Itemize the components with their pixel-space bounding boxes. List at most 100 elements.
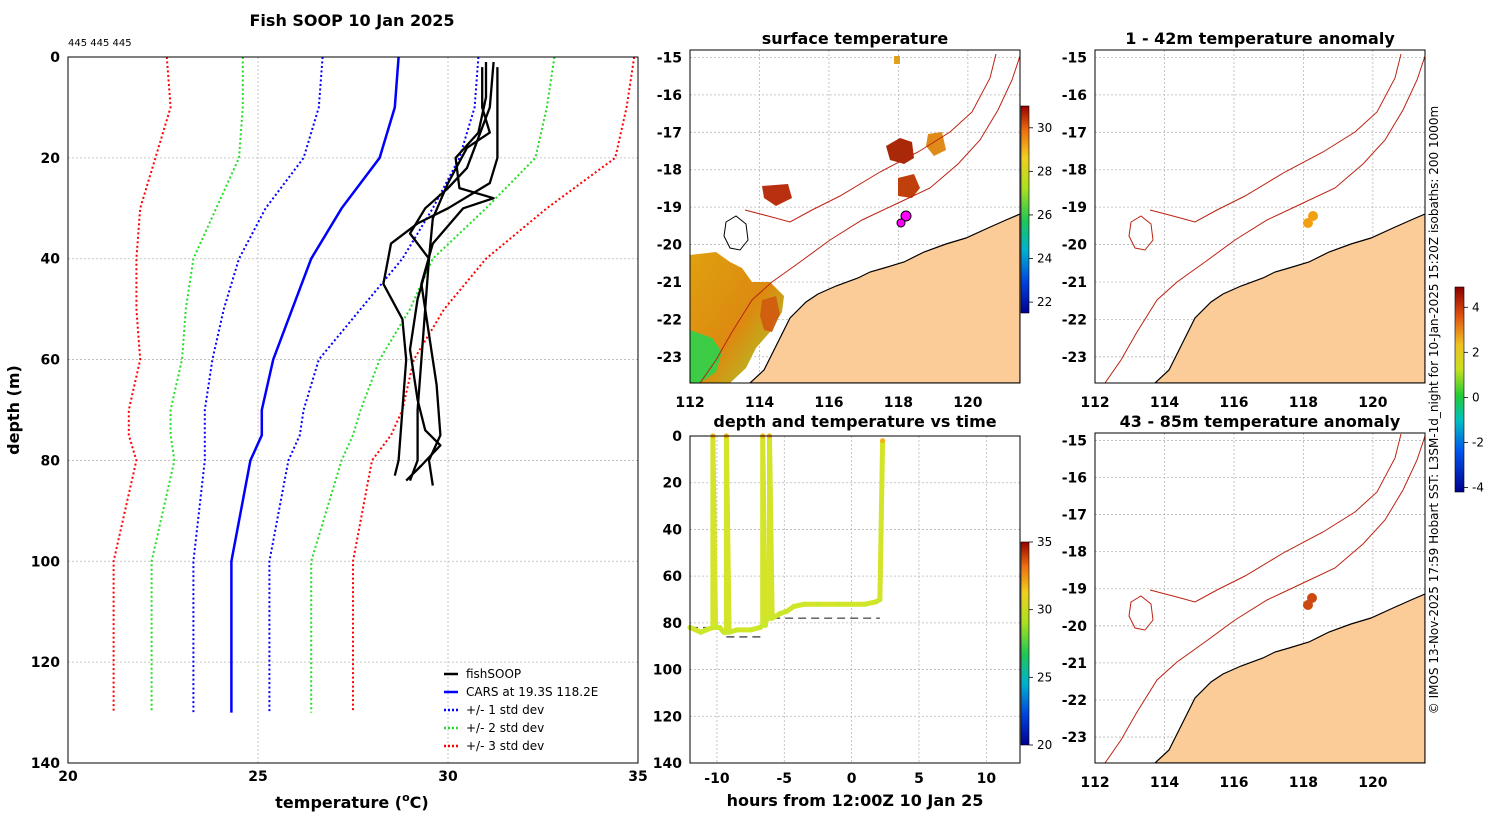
- x-tick-label: 112: [1080, 775, 1109, 791]
- y-tick-label: 0: [672, 429, 682, 445]
- y-tick-label: -16: [1062, 88, 1087, 104]
- sst-warm-cluster-2: [898, 174, 920, 198]
- x-tick-label: 5: [914, 771, 924, 787]
- y-tick-label: -19: [1062, 582, 1087, 598]
- colorbar-tick-label: 0: [1472, 390, 1480, 404]
- dive-point: [862, 601, 868, 607]
- series-line-6: [112, 56, 172, 713]
- y-tick-label: -17: [1062, 125, 1087, 141]
- fishsoop-cast-0: [408, 67, 491, 482]
- y-tick-label: -15: [657, 50, 682, 66]
- x-tick-label: 116: [814, 395, 843, 411]
- x-tick-label: 116: [1219, 775, 1248, 791]
- series-line-5: [352, 56, 636, 713]
- x-tick-label: 120: [953, 395, 982, 411]
- x-tick-label: 114: [745, 395, 774, 411]
- anom2-x-ticks: 112 114 116 118 120: [1080, 775, 1387, 791]
- colorbar-tick-label: 30: [1037, 603, 1052, 617]
- x-tick-label: 118: [1289, 395, 1318, 411]
- surface-temperature-map: surface temperature 112 114 116 118 120: [657, 29, 1053, 411]
- profile-subtitle: 445 445 445: [68, 38, 132, 49]
- isobath-200m: [1104, 435, 1425, 763]
- y-tick-label: -21: [1062, 656, 1087, 672]
- surface-axes-box: [689, 49, 1021, 384]
- x-tick-label: 112: [1080, 395, 1109, 411]
- timeseries-axes-box: [689, 435, 1021, 764]
- profile-y-label: depth (m): [4, 365, 23, 455]
- anom2-map-body: [1104, 433, 1425, 763]
- dive-point: [726, 629, 732, 635]
- dive-point: [791, 603, 797, 610]
- anom2-axes-box: [1094, 432, 1426, 764]
- x-tick-label: 20: [58, 769, 78, 785]
- y-tick-label: 80: [663, 616, 683, 632]
- y-tick-label: -20: [1062, 619, 1088, 635]
- anom2-y-ticks: -15 -16 -17 -18 -19 -20 -21 -22 -23: [1062, 433, 1088, 746]
- anom1-x-ticks: 112 114 116 118 120: [1080, 395, 1387, 411]
- x-tick-label: 0: [847, 771, 857, 787]
- colorbar-tick-label: 20: [1037, 738, 1052, 752]
- dive-point: [748, 627, 754, 633]
- anomaly-map-shallow: 1 - 42m temperature anomaly 112 114 116 118…: [1062, 29, 1426, 411]
- land-mass: [749, 213, 1020, 383]
- y-tick-label: 0: [50, 50, 60, 66]
- y-tick-label: -20: [657, 238, 683, 254]
- island: [1128, 595, 1154, 631]
- colorbar-tick-label: 30: [1037, 121, 1052, 135]
- y-tick-label: 20: [663, 476, 683, 492]
- legend-label-std2: +/- 2 std dev: [466, 721, 544, 735]
- surface-colorbar: [1020, 105, 1030, 314]
- colorbar-tick-label: 2: [1472, 345, 1480, 359]
- x-tick-label: 120: [1358, 395, 1387, 411]
- legend-label-std3: +/- 3 std dev: [466, 739, 544, 753]
- anomaly-colorbar: [1454, 286, 1465, 493]
- x-tick-label: 35: [628, 769, 647, 785]
- fishsoop-cast-1: [382, 67, 499, 476]
- isobath-200m: [1104, 55, 1425, 383]
- y-tick-label: -19: [657, 200, 682, 216]
- dive-point: [734, 627, 740, 633]
- timeseries-title: depth and temperature vs time: [713, 412, 996, 431]
- y-tick-label: -23: [657, 350, 682, 366]
- y-tick-label: -16: [1062, 470, 1087, 486]
- legend-label-fishsoop: fishSOOP: [466, 667, 521, 681]
- dive-point: [784, 608, 790, 614]
- anom2-title: 43 - 85m temperature anomaly: [1120, 412, 1401, 431]
- timeseries-x-label: hours from 12:00Z 10 Jan 25: [727, 791, 984, 810]
- dive-point: [849, 601, 855, 607]
- x-tick-label: 114: [1150, 775, 1179, 791]
- profile-x-ticks: 20 25 30 35: [58, 769, 647, 785]
- profile-title: Fish SOOP 10 Jan 2025: [250, 11, 455, 30]
- y-tick-label: 40: [663, 522, 683, 538]
- station-marker: [896, 218, 906, 228]
- depth-time-chart: depth and temperature vs time -10 -5 0 5 10 …: [653, 412, 1053, 810]
- dive-point: [877, 596, 883, 603]
- y-tick-label: -17: [1062, 508, 1087, 524]
- island: [723, 215, 749, 251]
- profile-legend: fishSOOP CARS at 19.3S 118.2E +/- 1 std …: [444, 667, 598, 753]
- colorbar-tick-label: 35: [1037, 535, 1052, 549]
- land-mass: [1154, 593, 1425, 763]
- sst-warm-cluster-1: [886, 138, 914, 164]
- y-tick-label: 80: [41, 453, 61, 469]
- dive-point: [703, 627, 709, 633]
- timeseries-grid: [690, 436, 1020, 763]
- anomaly-marker: [1308, 211, 1318, 221]
- anomaly-marker: [1303, 218, 1313, 228]
- y-tick-label: 100: [31, 554, 60, 570]
- footer-caption: © IMOS 13-Nov-2025 17:59 Hobart SST: L3S…: [1427, 106, 1441, 714]
- station-marker: [900, 210, 912, 222]
- timeseries-data: [687, 433, 886, 635]
- fishsoop-cast-2: [420, 62, 495, 486]
- y-tick-label: 140: [653, 756, 682, 772]
- x-tick-label: 116: [1219, 395, 1248, 411]
- y-tick-label: -22: [657, 312, 682, 328]
- dive-point: [769, 615, 775, 621]
- legend-label-cars: CARS at 19.3S 118.2E: [466, 685, 598, 699]
- dive-point: [717, 624, 723, 631]
- x-tick-label: 114: [1150, 395, 1179, 411]
- series-line-4: [150, 57, 244, 713]
- x-tick-label: 30: [438, 769, 458, 785]
- land-mass: [1154, 213, 1425, 383]
